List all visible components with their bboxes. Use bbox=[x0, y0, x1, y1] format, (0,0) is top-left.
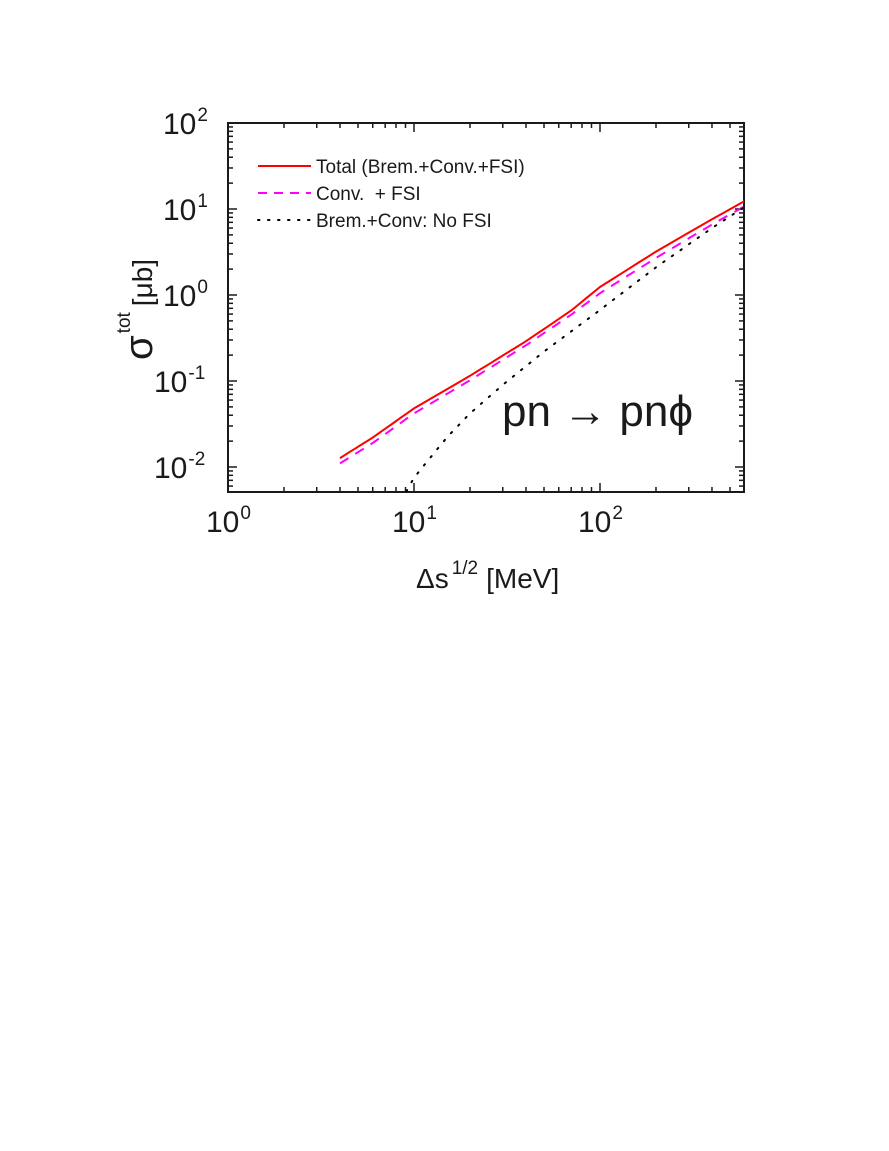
x-tick-label: 102 bbox=[578, 503, 623, 539]
x-tick-label: 101 bbox=[392, 503, 437, 539]
data-series bbox=[339, 200, 744, 492]
y-axis-label: σtot [μb] bbox=[114, 259, 161, 360]
y-axis-label-sup: tot bbox=[114, 311, 135, 333]
legend-label-conv-fsi: Conv. + FSI bbox=[316, 184, 421, 205]
plot-frame bbox=[227, 122, 745, 493]
y-axis-label-main: σ bbox=[117, 335, 161, 360]
legend-label-no-fsi: Brem.+Conv: No FSI bbox=[316, 211, 492, 232]
x-axis-label: Δs 1/2 [MeV] bbox=[416, 558, 559, 594]
x-tick-label: 100 bbox=[206, 503, 251, 539]
axis-tick-labels: 100 101 102 102 101 100 10-1 10-2 bbox=[154, 105, 623, 539]
x-axis-label-unit: [MeV] bbox=[486, 563, 559, 594]
x-axis-label-sup: 1/2 bbox=[452, 558, 478, 579]
y-tick-label: 10-2 bbox=[154, 449, 205, 485]
series-line-no-fsi bbox=[405, 206, 744, 492]
y-tick-label: 100 bbox=[163, 277, 208, 313]
y-tick-label: 10-1 bbox=[154, 363, 205, 399]
y-tick-label: 101 bbox=[163, 191, 208, 227]
x-axis-label-main: Δs bbox=[416, 563, 449, 594]
y-tick-label: 102 bbox=[163, 105, 208, 141]
axis-ticks bbox=[227, 122, 744, 492]
series-line-conv-fsi bbox=[339, 205, 744, 465]
reaction-annotation: pn → pnϕ bbox=[502, 387, 693, 436]
legend-label-total: Total (Brem.+Conv.+FSI) bbox=[316, 157, 525, 178]
legend: Total (Brem.+Conv.+FSI) Conv. + FSI Brem… bbox=[257, 157, 525, 232]
y-axis-label-unit: [μb] bbox=[127, 259, 158, 306]
series-line-total bbox=[339, 200, 744, 459]
